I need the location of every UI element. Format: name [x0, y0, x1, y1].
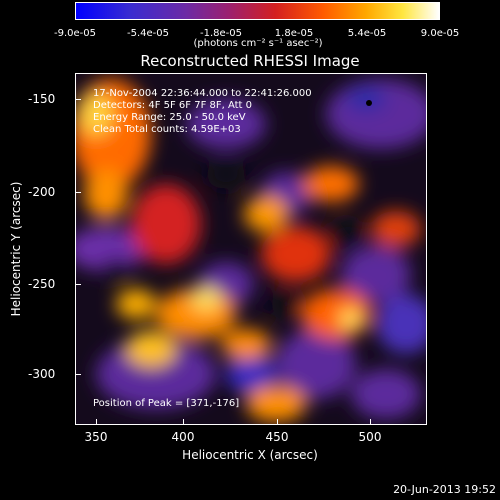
- y-tick-label: -300: [28, 367, 56, 381]
- colorbar: [75, 2, 440, 20]
- y-tick-mark: [75, 192, 81, 193]
- x-tick-label: 500: [358, 430, 382, 444]
- y-tick-mark: [75, 374, 81, 375]
- y-tick-mark: [75, 284, 81, 285]
- info-energy-range: Energy Range: 25.0 - 50.0 keV: [93, 112, 246, 123]
- info-detectors: Detectors: 4F 5F 6F 7F 8F, Att 0: [93, 100, 253, 111]
- x-tick-mark: [183, 419, 184, 425]
- colorbar-tick: 9.0e-05: [420, 28, 460, 39]
- x-tick-label: 450: [265, 430, 289, 444]
- x-tick-mark: [277, 419, 278, 425]
- x-tick-label: 350: [84, 430, 108, 444]
- x-tick-mark: [96, 419, 97, 425]
- colorbar-tick: -5.4e-05: [127, 28, 169, 39]
- info-block: 17-Nov-2004 22:36:44.000 to 22:41:26.000…: [93, 88, 312, 136]
- y-tick-label: -250: [28, 277, 56, 291]
- solar-map-image: [76, 74, 426, 424]
- colorbar-tick: 1.8e-05: [274, 28, 314, 39]
- x-tick-mark: [370, 419, 371, 425]
- info-total-counts: Clean Total counts: 4.59E+03: [93, 124, 241, 135]
- colorbar-unit-label: (photons cm⁻² s⁻¹ asec⁻²): [193, 38, 323, 49]
- colorbar-tick: -1.8e-05: [200, 28, 242, 39]
- info-time-range: 17-Nov-2004 22:36:44.000 to 22:41:26.000: [93, 88, 312, 99]
- x-tick-label: 400: [171, 430, 195, 444]
- x-axis-label: Heliocentric X (arcsec): [182, 448, 318, 462]
- generated-date: 20-Jun-2013 19:52: [393, 483, 496, 496]
- peak-position: Position of Peak = [371,-176]: [93, 398, 240, 409]
- y-tick-label: -150: [28, 92, 56, 106]
- image-plot: [75, 73, 427, 425]
- colorbar-tick: -9.0e-05: [54, 28, 96, 39]
- y-tick-mark: [75, 99, 81, 100]
- image-title: Reconstructed RHESSI Image: [140, 52, 360, 70]
- y-axis-label: Heliocentric Y (arcsec): [9, 181, 23, 317]
- y-tick-label: -200: [28, 185, 56, 199]
- colorbar-tick: 5.4e-05: [347, 28, 387, 39]
